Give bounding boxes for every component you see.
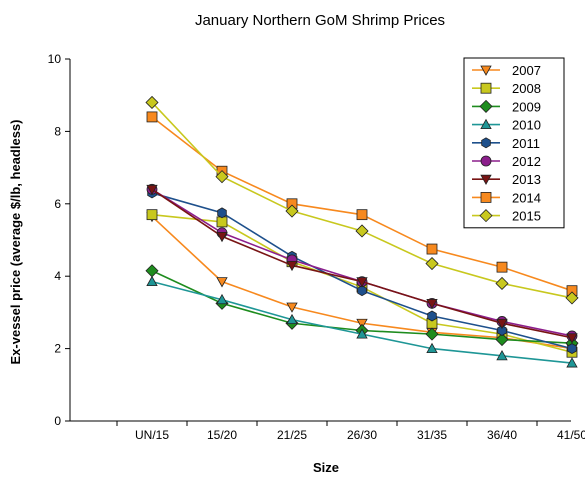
data-point [496, 350, 508, 361]
legend-item: 2010 [472, 118, 541, 133]
data-point [356, 328, 368, 339]
y-tick-label: 0 [54, 414, 61, 428]
legend: 2007 2008 2009 2010 2011 2012 2013 2014 2015 [463, 57, 565, 229]
legend-item: 2007 [472, 63, 541, 78]
data-point [357, 285, 367, 297]
data-point [146, 209, 158, 221]
data-point [565, 291, 579, 305]
data-point [217, 207, 227, 219]
data-point [356, 209, 368, 221]
legend-label: 2015 [512, 209, 541, 224]
x-tick-label: 31/35 [417, 428, 447, 442]
data-point [146, 275, 158, 287]
data-point [495, 276, 509, 291]
y-tick-label: 10 [48, 52, 62, 66]
data-point [496, 261, 508, 273]
legend-marker [479, 209, 493, 223]
data-point [146, 184, 158, 196]
legend-marker [480, 82, 492, 94]
data-point [216, 216, 228, 228]
x-tick-label: UN/15 [135, 428, 169, 442]
x-tick-label: 21/25 [277, 428, 307, 442]
data-point [145, 95, 159, 110]
series-2010 [146, 275, 578, 368]
data-point [497, 325, 507, 336]
data-point [566, 333, 578, 344]
x-tick-label: 41/50 [557, 428, 585, 442]
legend-marker [480, 118, 492, 130]
legend-label: 2009 [512, 99, 541, 114]
data-point [566, 357, 578, 368]
data-point [216, 293, 228, 305]
y-axis-label: Ex-vessel price (average $/lb, headless) [8, 120, 23, 365]
data-point [286, 260, 298, 272]
y-tick-label: 4 [54, 269, 61, 283]
legend-item: 2009 [472, 99, 541, 114]
legend-item: 2011 [472, 136, 540, 151]
data-point [356, 318, 368, 330]
series-layer [145, 95, 579, 368]
x-axis-label: Size [313, 460, 339, 475]
legend-label: 2011 [512, 136, 540, 151]
legend-item: 2012 [472, 154, 541, 169]
legend-label: 2014 [512, 190, 541, 205]
data-point [567, 343, 577, 355]
legend-marker [480, 191, 492, 203]
legend-label: 2012 [512, 154, 541, 169]
legend-item: 2015 [472, 209, 541, 224]
legend-marker [480, 174, 492, 186]
legend-label: 2008 [512, 81, 541, 96]
legend-marker [479, 99, 493, 113]
series-2015 [145, 95, 579, 305]
legend-label: 2013 [512, 172, 541, 187]
data-point [286, 313, 298, 325]
legend-label: 2007 [512, 63, 541, 78]
data-point [286, 302, 298, 313]
data-point [216, 277, 228, 288]
legend-item: 2014 [472, 190, 541, 205]
legend-label: 2010 [512, 118, 541, 133]
y-tick-label: 2 [54, 342, 61, 356]
legend-marker [481, 137, 491, 149]
data-point [215, 170, 229, 184]
data-point [425, 327, 439, 341]
x-tick-label: 36/40 [487, 428, 517, 442]
data-point [285, 204, 299, 218]
y-tick-label: 6 [54, 197, 61, 211]
data-point [216, 231, 228, 243]
data-point [426, 342, 438, 354]
x-tick-label: 15/20 [207, 428, 237, 442]
data-point [425, 256, 439, 271]
data-point [145, 264, 159, 278]
data-point [426, 298, 438, 310]
legend-item: 2013 [472, 172, 541, 187]
data-point [426, 243, 438, 255]
series-2013 [146, 184, 578, 344]
legend-marker [480, 65, 492, 76]
axes: 0 2 4 6 8 10 UN/15 15/20 21/25 26/30 31/35 36/40 41/… [48, 52, 585, 442]
legend-marker [480, 155, 492, 167]
data-point [496, 318, 508, 330]
data-point [495, 332, 509, 347]
data-point [356, 277, 368, 288]
data-point [146, 111, 158, 123]
x-tick-label: 26/30 [347, 428, 377, 442]
y-tick-label: 8 [54, 124, 61, 138]
data-point [355, 224, 369, 238]
chart-title: January Northern GoM Shrimp Prices [195, 12, 445, 29]
data-point [427, 310, 437, 322]
legend-item: 2008 [472, 81, 541, 96]
